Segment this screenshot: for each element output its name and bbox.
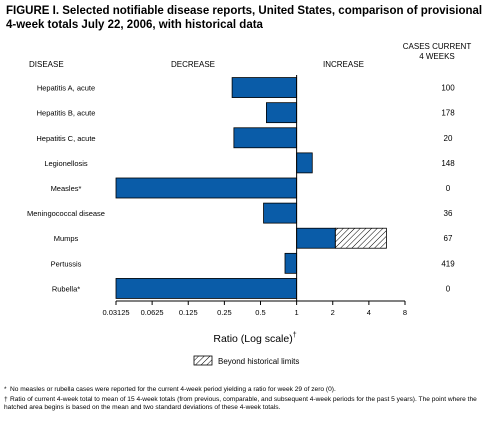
disease-label: Hepatitis C, acute [36,134,95,143]
case-count: 0 [446,184,451,193]
x-axis: 0.03125 0.0625 0.125 0.25 0.5 1 2 4 8 [102,75,407,317]
x-tick-label: 2 [331,308,335,317]
footnote-2: † Ratio of current 4-week total to mean o… [4,396,484,412]
footnote-1-text: No measles or rubella cases were reporte… [10,386,336,393]
bar [115,177,298,199]
bar [296,227,336,249]
legend-label: Beyond historical limits [218,357,299,366]
decrease-header: DECREASE [171,60,216,69]
x-axis-label-mark: † [293,332,297,339]
x-tick-label: 1 [295,308,299,317]
case-count: 148 [441,159,455,168]
legend-hatch-swatch [193,355,213,366]
case-count: 0 [446,284,451,293]
disease-label: Hepatitis A, acute [37,84,95,93]
footnote-2-text: Ratio of current 4-week total to mean of… [4,396,477,411]
x-tick-label: 8 [403,308,407,317]
bar [115,278,298,299]
disease-label: Mumps [54,234,79,243]
disease-label: Rubella* [52,284,80,293]
bar [266,102,298,124]
bar [284,252,298,274]
disease-label: Measles* [51,184,82,193]
increase-header: INCREASE [323,60,364,69]
legend: Beyond historical limits [193,355,299,366]
x-tick-label: 0.5 [255,308,265,317]
disease-label: Legionellosis [44,159,88,168]
x-tick-label: 0.25 [217,308,232,317]
bar [296,152,313,174]
footnote-1: * No measles or rubella cases were report… [4,386,484,394]
cases-header-line2: 4 WEEKS [419,52,455,61]
footnote-1-mark: * [4,386,7,393]
bar [263,202,298,224]
case-count: 36 [444,209,453,218]
x-axis-label: Ratio (Log scale)† [213,332,296,345]
bar [233,127,298,149]
x-tick-label: 0.125 [179,308,198,317]
case-count: 67 [444,234,453,243]
bar-hatched-segment [334,227,387,249]
disease-label: Hepatitis B, acute [37,109,96,118]
case-counts: 100 178 20 148 0 36 67 419 0 [441,84,455,294]
case-count: 178 [441,109,455,118]
case-count: 419 [441,259,455,268]
figure-title: FIGURE I. Selected notifiable disease re… [6,5,483,31]
bars [115,77,387,299]
disease-header: DISEASE [29,60,64,69]
x-tick-label: 0.03125 [102,308,129,317]
cases-header: CASES CURRENT 4 WEEKS [397,42,477,62]
disease-labels: Hepatitis A, acute Hepatitis B, acute Hepa… [27,84,105,294]
disease-label: Pertussis [51,259,82,268]
disease-label: Meningococcal disease [27,209,105,218]
x-tick-label: 0.0625 [141,308,164,317]
case-count: 20 [444,134,453,143]
footnote-2-mark: † [4,396,8,403]
cases-header-line1: CASES CURRENT [402,42,472,51]
x-tick-label: 4 [367,308,371,317]
bar [231,77,298,98]
case-count: 100 [441,84,455,93]
